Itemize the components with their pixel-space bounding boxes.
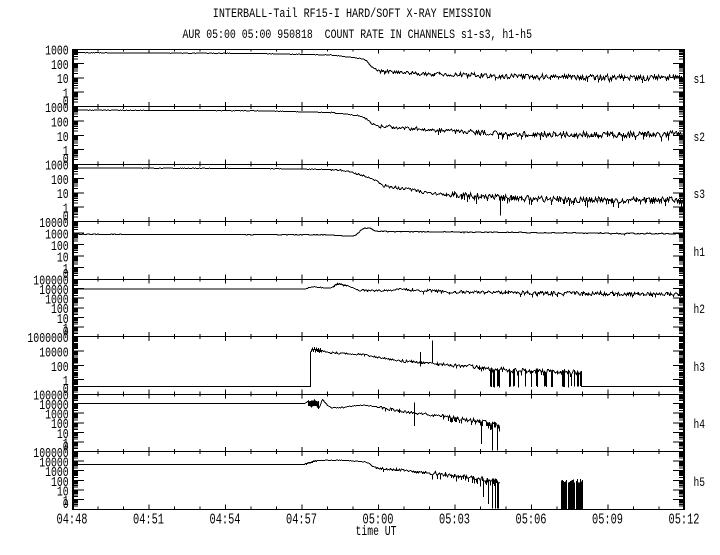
- svg-text:100: 100: [51, 302, 69, 318]
- svg-text:04:48: 04:48: [57, 513, 88, 529]
- svg-text:0: 0: [63, 497, 69, 513]
- svg-text:h4: h4: [694, 417, 706, 432]
- svg-text:10: 10: [57, 72, 69, 88]
- svg-text:0: 0: [63, 325, 69, 341]
- svg-text:h1: h1: [694, 245, 706, 260]
- svg-text:10: 10: [57, 251, 69, 267]
- svg-text:1: 1: [63, 374, 69, 390]
- svg-text:1: 1: [63, 494, 69, 510]
- svg-text:1: 1: [63, 436, 69, 452]
- svg-text:10: 10: [57, 130, 69, 146]
- svg-text:INTERBALL-Tail RF15-I HARD/SOF: INTERBALL-Tail RF15-I HARD/SOFT X-RAY EM…: [213, 6, 491, 21]
- svg-text:100: 100: [51, 115, 69, 131]
- svg-text:04:51: 04:51: [133, 513, 164, 529]
- svg-text:1000: 1000: [45, 159, 69, 175]
- svg-text:05:03: 05:03: [439, 513, 470, 529]
- svg-text:100: 100: [51, 475, 69, 491]
- svg-text:10: 10: [57, 427, 69, 443]
- svg-text:10: 10: [57, 187, 69, 203]
- svg-text:h3: h3: [694, 360, 706, 375]
- svg-text:10: 10: [57, 484, 69, 500]
- svg-text:05:06: 05:06: [516, 513, 547, 529]
- svg-text:1000: 1000: [45, 44, 69, 60]
- svg-text:h2: h2: [694, 302, 706, 317]
- svg-text:s2: s2: [694, 130, 706, 145]
- svg-text:04:57: 04:57: [286, 513, 317, 529]
- svg-text:10000: 10000: [39, 345, 69, 361]
- svg-text:1000000: 1000000: [27, 331, 68, 347]
- svg-text:AUR 05:00 05:00 950818 COUNT: AUR 05:00 05:00 950818 COUNT RATE IN CHA…: [183, 27, 533, 42]
- svg-text:100000: 100000: [33, 446, 68, 462]
- svg-text:100: 100: [51, 58, 69, 74]
- svg-text:1: 1: [63, 202, 69, 218]
- svg-text:1: 1: [63, 321, 69, 337]
- svg-text:1000: 1000: [45, 228, 69, 244]
- svg-text:1: 1: [63, 87, 69, 103]
- svg-text:1: 1: [63, 144, 69, 160]
- svg-text:100000: 100000: [33, 274, 68, 290]
- svg-text:10000: 10000: [39, 456, 69, 472]
- svg-text:10000: 10000: [39, 283, 69, 299]
- svg-text:1000: 1000: [45, 101, 69, 117]
- svg-text:time UT: time UT: [356, 525, 397, 540]
- svg-text:100: 100: [51, 173, 69, 189]
- svg-text:1000: 1000: [45, 465, 69, 481]
- svg-text:10000: 10000: [39, 398, 69, 414]
- svg-text:0: 0: [63, 267, 69, 283]
- svg-text:0: 0: [63, 152, 69, 168]
- svg-text:s1: s1: [694, 72, 706, 87]
- svg-text:1: 1: [63, 262, 69, 278]
- svg-text:s3: s3: [694, 187, 706, 202]
- svg-text:1000: 1000: [45, 408, 69, 424]
- svg-text:05:12: 05:12: [669, 513, 700, 529]
- svg-text:05:09: 05:09: [592, 513, 623, 529]
- svg-text:10: 10: [57, 312, 69, 328]
- svg-text:100000: 100000: [33, 389, 68, 405]
- svg-text:1000: 1000: [45, 293, 69, 309]
- svg-text:h5: h5: [694, 475, 706, 490]
- svg-text:04:54: 04:54: [210, 513, 241, 529]
- svg-text:0: 0: [63, 440, 69, 456]
- svg-text:0: 0: [63, 95, 69, 111]
- svg-text:100: 100: [51, 417, 69, 433]
- svg-text:10000: 10000: [39, 216, 69, 232]
- svg-text:100: 100: [51, 360, 69, 376]
- svg-text:05:00: 05:00: [363, 513, 394, 529]
- svg-text:100: 100: [51, 239, 69, 255]
- svg-text:0: 0: [63, 382, 69, 398]
- svg-text:0: 0: [63, 210, 69, 226]
